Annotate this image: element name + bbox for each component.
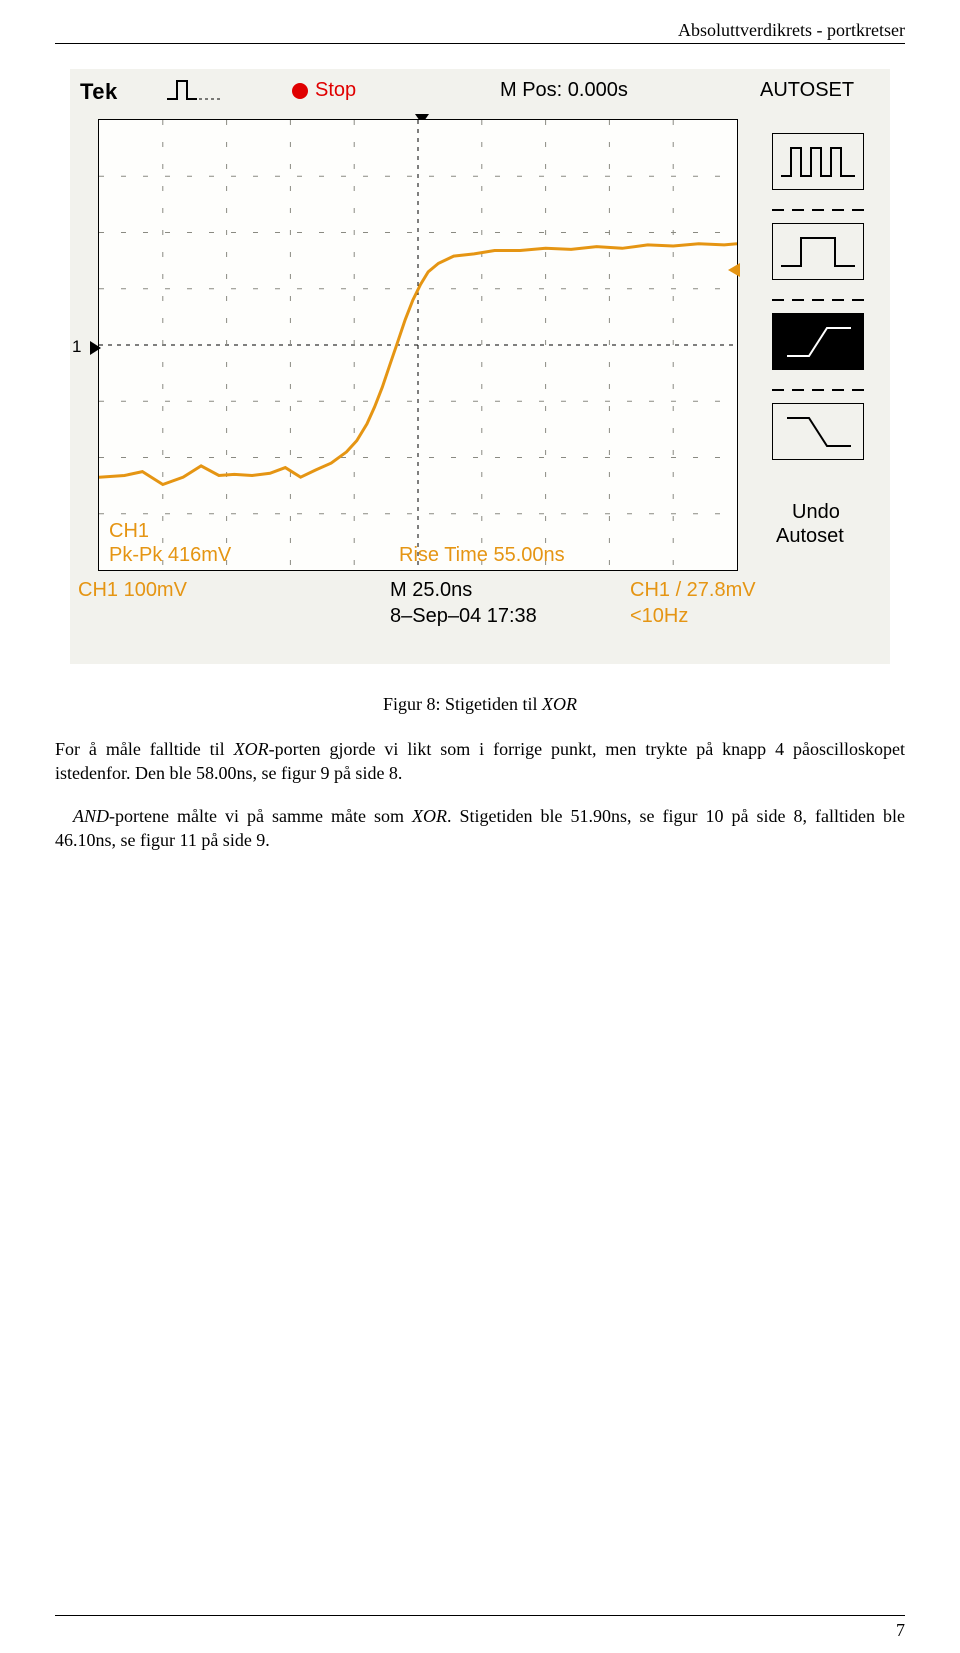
undo-label-line1: Undo [792, 501, 840, 524]
side-falling-icon [772, 403, 864, 460]
text-run: For å måle falltide til [55, 739, 234, 759]
paragraph: AND-portene målte vi på samme måte som X… [55, 804, 905, 853]
scope-screen: Tek Stop M Pos: 0.000s AUTOSET [70, 69, 890, 664]
oscilloscope-screenshot: Tek Stop M Pos: 0.000s AUTOSET [70, 69, 890, 664]
dash-row-icon [772, 381, 872, 399]
paragraph: For å måle falltide til XOR-porten gjord… [55, 737, 905, 786]
risetime-label: Rise Time 55.00ns [399, 544, 565, 567]
freq-label: <10Hz [630, 605, 688, 628]
text-run-italic: XOR [234, 739, 269, 759]
autoset-heading: AUTOSET [760, 79, 854, 102]
side-singlepulse-icon [772, 223, 864, 280]
side-rising-icon [772, 313, 864, 370]
stop-dot-icon [292, 83, 308, 99]
caption-target: XOR [542, 694, 577, 714]
trigger-edge-icon [165, 77, 225, 103]
ch1-label: CH1 [109, 520, 149, 543]
figure-caption: Figur 8: Stigetiden til XOR [55, 694, 905, 715]
trigger-label: CH1 / 27.8mV [630, 579, 756, 602]
footer-rule [55, 1615, 905, 1618]
date-label: 8–Sep–04 17:38 [390, 605, 537, 628]
text-run-italic: XOR [412, 806, 447, 826]
ch-scale-label: CH1 100mV [78, 579, 187, 602]
plot-area: CH1 Pk-Pk 416mV Rise Time 55.00ns [98, 119, 738, 571]
scope-topbar: Tek Stop M Pos: 0.000s AUTOSET [70, 79, 890, 109]
page-header: Absoluttverdikrets - portkretser [55, 20, 905, 44]
pkpk-label: Pk-Pk 416mV [109, 544, 231, 567]
brand-label: Tek [80, 79, 118, 105]
caption-prefix: Figur 8: Stigetiden til [383, 694, 542, 714]
trigger-level-arrow-icon [726, 263, 740, 277]
ch1-axis-marker: 1 [72, 337, 81, 357]
plot-svg [99, 120, 737, 570]
timebase-label: M 25.0ns [390, 579, 472, 602]
dash-row-icon [772, 201, 872, 219]
text-run: -portene målte vi på samme måte som [109, 806, 412, 826]
side-multipulse-icon [772, 133, 864, 190]
ch1-arrow-icon [90, 341, 102, 355]
dash-row-icon [772, 291, 872, 309]
text-run-italic: AND [73, 806, 109, 826]
stop-label: Stop [315, 79, 356, 102]
body-text: For å måle falltide til XOR-porten gjord… [55, 737, 905, 852]
mpos-label: M Pos: 0.000s [500, 79, 628, 102]
undo-label-line2: Autoset [776, 525, 844, 548]
page-number: 7 [896, 1620, 905, 1641]
